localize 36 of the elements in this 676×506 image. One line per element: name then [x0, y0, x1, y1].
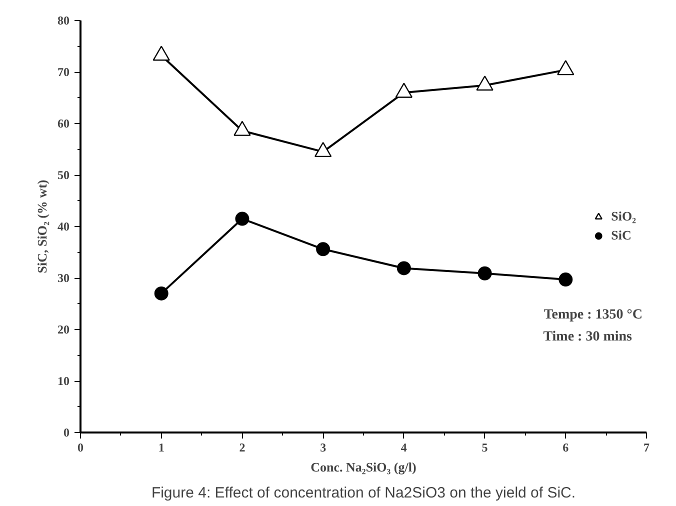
point	[152, 46, 170, 61]
annotation: Tempe : 1350 °C	[544, 308, 643, 322]
x-tick-label: 4	[400, 440, 407, 454]
y-tick-label: 0	[64, 426, 70, 440]
x-tick-label: 5	[482, 440, 488, 454]
x-tick-label: 1	[158, 440, 164, 454]
legend-label: SiO₂	[611, 208, 636, 224]
point	[314, 142, 332, 158]
point	[558, 272, 573, 287]
x-tick-label: 6	[562, 440, 569, 454]
x-tick-label: 2	[239, 440, 246, 454]
y-tick-label: 60	[58, 116, 70, 130]
point	[235, 212, 250, 226]
point	[396, 261, 411, 276]
y-tick-label: 50	[58, 168, 70, 182]
x-axis-title: Conc. Na₂SiO₃ (g/l)	[310, 460, 416, 474]
y-tick-label: 10	[58, 374, 70, 388]
point	[154, 286, 168, 300]
y-tick-label: 30	[58, 271, 70, 285]
annotation: Time : 30 mins	[543, 330, 633, 344]
x-tick-label: 3	[320, 440, 326, 454]
y-tick-label: 70	[58, 65, 70, 79]
point	[476, 76, 494, 91]
legend-label: SiC	[611, 228, 632, 244]
y-tick-label: 20	[58, 322, 70, 336]
point	[395, 82, 413, 98]
y-axis-title: SiC, SiO₂ (% wt)	[34, 180, 50, 274]
caption: Figure 4: Effect of concentration of Na2SiO3 on the yield of SiC.	[151, 484, 576, 502]
x-tick-label: 0	[78, 440, 84, 454]
point	[234, 120, 251, 136]
y-tick-label: 80	[58, 14, 70, 28]
y-tick-label: 40	[58, 220, 70, 234]
point	[478, 266, 492, 280]
x-tick-label: 7	[644, 440, 650, 454]
point	[316, 242, 330, 256]
point	[557, 60, 574, 76]
